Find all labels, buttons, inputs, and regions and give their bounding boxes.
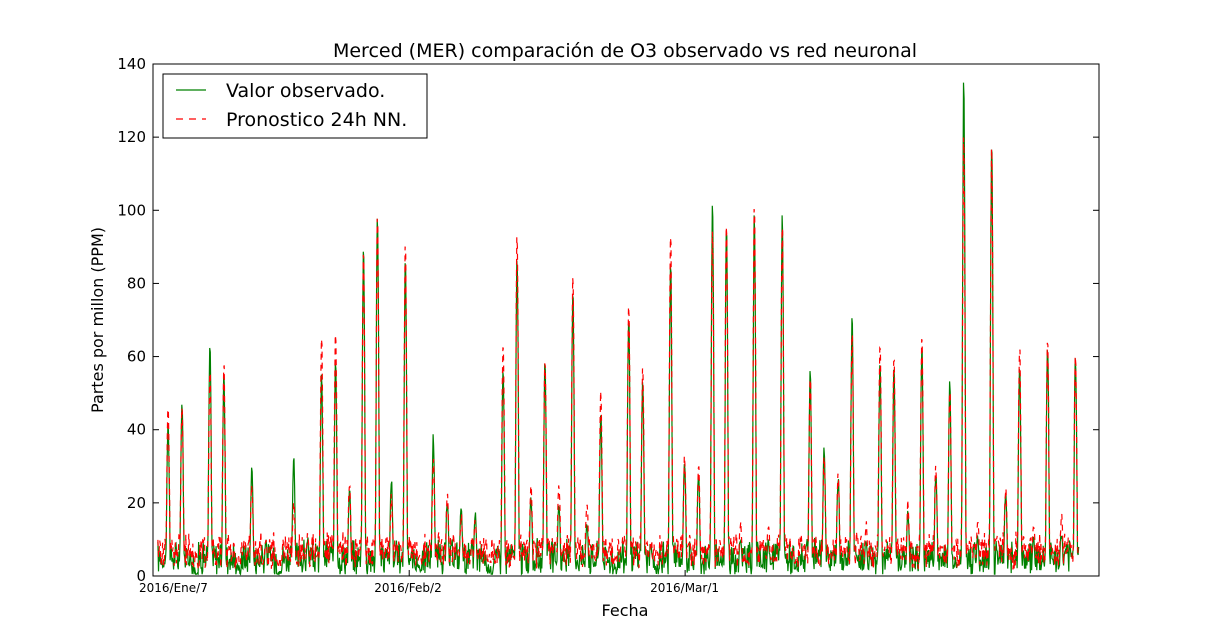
y-axis: 0 20 40 60 80 100 120 140 [117, 55, 1099, 585]
y-tick-label: 120 [117, 128, 146, 146]
y-tick-label: 80 [127, 274, 146, 292]
legend-box [162, 73, 428, 139]
plot-frame [152, 63, 1100, 577]
legend-label-forecast: Pronostico 24h NN. [226, 109, 407, 131]
x-tick-label: 2016/Ene/7 [139, 581, 208, 595]
y-axis-label: Partes por millon (PPM) [88, 227, 107, 413]
y-tick-label: 20 [127, 494, 146, 512]
x-tick-label: 2016/Feb/2 [374, 581, 442, 595]
x-axis-label: Fecha [602, 601, 649, 620]
y-tick-label: 0 [136, 567, 146, 585]
plot-lines [157, 82, 1080, 577]
x-tick-label: 2016/Mar/1 [650, 581, 719, 595]
series-line-forecast [157, 137, 1080, 570]
legend: Valor observado. Pronostico 24h NN. [162, 73, 428, 139]
x-axis: 2016/Ene/7 2016/Feb/2 2016/Mar/1 [139, 570, 719, 595]
chart-title: Merced (MER) comparación de O3 observado… [333, 40, 917, 62]
y-tick-label: 40 [127, 421, 146, 439]
legend-label-observed: Valor observado. [226, 80, 385, 102]
y-tick-label: 140 [117, 55, 146, 73]
y-tick-label: 100 [117, 201, 146, 219]
y-tick-label: 60 [127, 348, 146, 366]
series-line-observed [157, 82, 1080, 577]
